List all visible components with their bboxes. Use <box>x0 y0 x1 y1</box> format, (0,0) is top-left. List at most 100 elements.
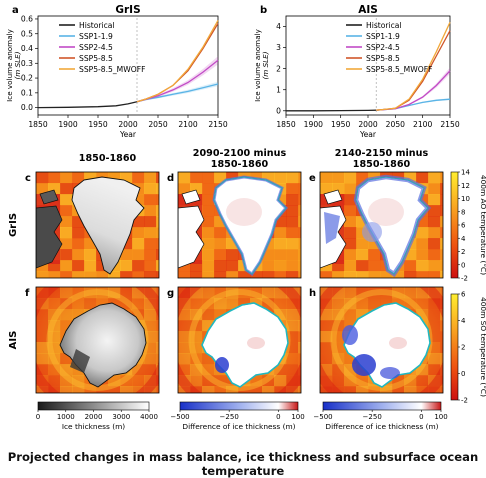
y-tick-label: 0 <box>276 106 281 115</box>
ocean-cell <box>320 331 333 343</box>
ocean-cell <box>60 309 73 321</box>
ocean-cell <box>428 216 441 228</box>
ocean-cell <box>356 375 369 387</box>
land-archipelago <box>36 205 63 269</box>
ocean-cell <box>48 342 61 354</box>
ocean-cell <box>428 227 441 239</box>
ocean-cell <box>144 238 157 250</box>
map-panel-h: h <box>309 286 444 394</box>
ocean-cell <box>202 353 215 365</box>
ocean-cell <box>286 172 299 184</box>
ocean-cell <box>440 172 443 184</box>
y-tick-label: 1 <box>276 85 281 94</box>
ocean-cell <box>156 194 159 206</box>
ocean-cell <box>214 287 227 299</box>
ocean-cell <box>36 309 49 321</box>
ocean-cell <box>298 260 301 272</box>
ocean-cell <box>286 205 299 217</box>
ocean-cell <box>428 271 441 278</box>
ocean-cell <box>332 172 345 184</box>
ocean-cell <box>226 260 239 272</box>
ocean-cell <box>36 342 49 354</box>
ocean-cell <box>344 353 357 365</box>
ocean-cell <box>404 271 417 278</box>
ocean-cell <box>96 260 109 272</box>
y-tick-label: 0.2 <box>21 74 33 83</box>
ocean-cell <box>132 238 145 250</box>
map-panel-f: f <box>25 286 160 394</box>
ocean-cell <box>416 309 429 321</box>
ice-shelf-dark <box>70 349 90 373</box>
ocean-cell <box>156 287 159 299</box>
ocean-cell <box>368 298 381 310</box>
ocean-cell <box>416 227 429 239</box>
ice-edge <box>355 176 429 275</box>
ocean-cell <box>356 386 369 393</box>
colorbar-tick-label: 2000 <box>85 413 103 421</box>
ocean-cell <box>84 249 97 261</box>
greenland-ice <box>71 176 145 275</box>
y-tick-label: 0.3 <box>21 59 33 68</box>
ocean-cell <box>96 271 109 278</box>
ocean-cell <box>84 287 97 299</box>
ocean-cell <box>262 249 275 261</box>
ocean-cell <box>156 216 159 228</box>
ocean-cell <box>332 287 345 299</box>
ocean-cell <box>178 364 191 376</box>
ocean-cell <box>274 216 287 228</box>
ocean-cell <box>428 364 441 376</box>
ocean-cell <box>48 287 61 299</box>
ocean-cell <box>202 249 215 261</box>
ocean-cell <box>274 375 287 387</box>
ocean-cell <box>274 271 287 278</box>
ocean-cell <box>72 249 85 261</box>
x-tick-label: 2150 <box>208 120 227 129</box>
ocean-cell <box>286 331 299 343</box>
series-line <box>136 23 219 103</box>
ocean-cell <box>368 386 381 393</box>
ocean-cell <box>156 342 159 354</box>
ocean-cell <box>332 342 345 354</box>
land-island <box>323 189 343 205</box>
ocean-cell <box>132 364 145 376</box>
ocean-cell <box>332 183 345 195</box>
ice-thickening-patch <box>247 337 265 349</box>
ocean-cell <box>440 271 443 278</box>
ocean-cell <box>226 271 239 278</box>
ocean-cell <box>440 386 443 393</box>
ocean-cell <box>96 298 109 310</box>
ocean-cell <box>48 271 61 278</box>
ocean-cell <box>144 271 157 278</box>
ocean-cell <box>428 172 441 184</box>
ocean-cell <box>156 309 159 321</box>
colorbar-ramp <box>179 401 299 411</box>
ocean-cell <box>392 271 405 278</box>
line-chart-a: a GrIS 1850 1900 1950 2000 2050 2100 2150 0.0 0.1 0… <box>5 4 228 139</box>
ocean-cell <box>48 331 61 343</box>
ocean-cell <box>262 287 275 299</box>
ocean-cell <box>274 364 287 376</box>
column-title: 2090-2100 minus <box>193 148 287 159</box>
ocean-cell <box>156 320 159 332</box>
x-tick-label: 1850 <box>28 120 47 129</box>
ocean-cell <box>238 298 251 310</box>
ocean-cell <box>72 216 85 228</box>
ocean-cell <box>274 172 287 184</box>
ocean-cell <box>344 260 357 272</box>
ocean-cell <box>440 249 443 261</box>
colorbar-tick-label: 0 <box>36 413 40 421</box>
ocean-cell <box>416 249 429 261</box>
ocean-cell <box>392 287 405 299</box>
ocean-cell <box>178 183 191 195</box>
archipelago-thinning <box>324 212 340 244</box>
ocean-cell <box>72 287 85 299</box>
ocean-cell <box>120 298 133 310</box>
ocean-cell <box>404 260 417 272</box>
legend-label: SSP5-8.5 <box>79 54 113 63</box>
colorbar-tick-label: 0 <box>419 413 423 421</box>
ocean-cell <box>368 260 381 272</box>
map-content <box>320 287 443 393</box>
ocean-cell <box>190 331 203 343</box>
ocean-cell <box>108 375 121 387</box>
